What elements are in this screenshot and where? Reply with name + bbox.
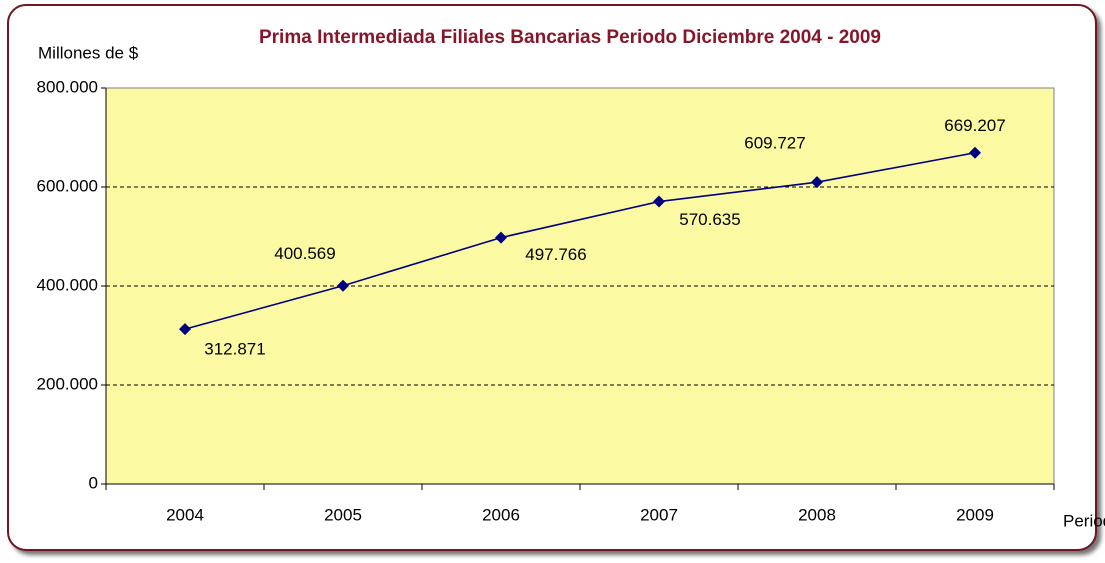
x-tick-label: 2008: [798, 505, 836, 524]
y-axis-label: Millones de $: [38, 43, 139, 62]
data-label: 609.727: [744, 134, 805, 153]
y-tick-label: 400.000: [37, 275, 98, 294]
marker: [811, 176, 823, 189]
marker: [495, 231, 507, 244]
x-tick-label: 2004: [166, 505, 204, 524]
data-label: 570.635: [679, 210, 740, 229]
chart-title: Prima Intermediada Filiales Bancarias Pe…: [259, 27, 881, 48]
marker: [653, 195, 665, 208]
x-tick-label: 2007: [640, 505, 678, 524]
marker: [337, 279, 349, 292]
data-label: 497.766: [525, 245, 586, 264]
data-label: 312.871: [204, 340, 265, 359]
y-tick-label: 600.000: [37, 176, 98, 195]
y-tick-label: 800.000: [37, 77, 98, 96]
marker: [969, 146, 981, 159]
x-tick-label: 2006: [482, 505, 520, 524]
marker: [179, 323, 191, 336]
y-tick-label: 200.000: [37, 374, 98, 393]
x-tick-label: 2005: [324, 505, 362, 524]
x-tick-label: 2009: [956, 505, 994, 524]
y-tick-label: 0: [89, 473, 98, 492]
x-axis-label: Periodo: [1063, 511, 1105, 530]
data-label: 400.569: [274, 244, 335, 263]
series-line: [184, 151, 976, 330]
data-label: 669.207: [944, 116, 1005, 135]
